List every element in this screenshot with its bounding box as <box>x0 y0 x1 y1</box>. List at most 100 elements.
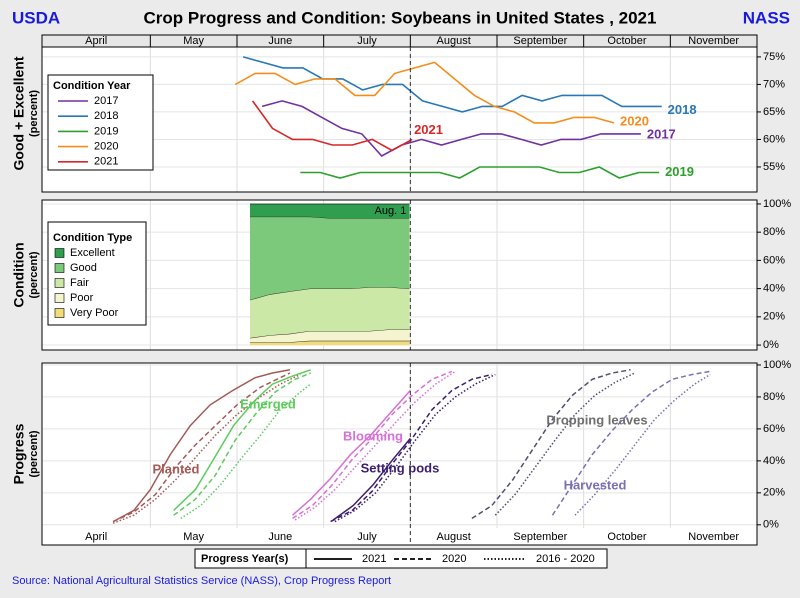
month-label: July <box>357 35 377 47</box>
month-label: September <box>513 531 567 543</box>
series-line <box>300 166 660 179</box>
agency-right: NASS <box>743 8 790 27</box>
stage-label: Blooming <box>343 428 403 443</box>
progress-line <box>494 372 636 516</box>
y-axis-subtitle: (percent) <box>28 430 40 477</box>
series-line <box>242 56 662 113</box>
series-end-label: 2019 <box>665 164 694 179</box>
y-axis-subtitle: (percent) <box>28 251 40 298</box>
stacked-area <box>250 204 410 219</box>
progress-line <box>334 373 496 523</box>
series-line <box>234 61 615 124</box>
month-label: August <box>437 531 471 543</box>
month-strip <box>41 34 758 48</box>
y-axis-title: Condition <box>11 242 27 307</box>
panel-frame <box>41 34 758 193</box>
month-label: August <box>437 35 471 47</box>
progress-line <box>330 373 492 523</box>
series-end-label: 2018 <box>668 102 697 117</box>
month-label: June <box>268 531 292 543</box>
month-label: October <box>607 531 646 543</box>
month-label: April <box>85 531 107 543</box>
y-tick-label: 0% <box>763 339 779 351</box>
y-tick-label: 80% <box>763 226 785 238</box>
legend-title: Condition Year <box>53 80 131 92</box>
progress-line <box>173 369 311 511</box>
y-tick-label: 80% <box>763 391 785 403</box>
month-label: May <box>183 531 204 543</box>
progress-line <box>173 372 311 516</box>
legend-title: Condition Type <box>53 232 132 244</box>
series-line <box>251 100 413 152</box>
month-label: October <box>607 35 646 47</box>
month-label: July <box>357 531 377 543</box>
panel: 0% 20% 40% 60% 80% 100% Condition (percent) Aug.… <box>11 198 792 351</box>
legend-label: 2020 <box>94 141 118 153</box>
stage-label: Setting pods <box>361 460 440 475</box>
progress-line <box>112 369 291 523</box>
legend-label: 2018 <box>94 110 118 122</box>
progress-line <box>294 370 456 521</box>
series-end-label: 2020 <box>620 113 649 128</box>
progress-line <box>180 383 312 520</box>
legend-title: Progress Year(s) <box>201 553 289 565</box>
series-end-label: 2021 <box>414 122 443 137</box>
page-title: Crop Progress and Condition: Soybeans in… <box>144 8 657 27</box>
month-label: September <box>513 35 567 47</box>
panel: 55% 60% 65% 70% 75% Good + Excellent (percent)… <box>11 34 785 193</box>
y-tick-label: 100% <box>763 198 791 210</box>
legend-label: Excellent <box>70 247 115 259</box>
legend-swatch <box>54 248 65 258</box>
y-tick-label: 60% <box>763 254 785 266</box>
y-tick-label: 20% <box>763 487 785 499</box>
progress-line <box>551 370 711 516</box>
y-tick-label: 70% <box>763 78 785 90</box>
progress-line <box>332 438 411 521</box>
legend-box <box>47 221 147 326</box>
month-label: November <box>688 35 739 47</box>
y-axis-title: Good + Excellent <box>11 56 27 170</box>
legend-label: Fair <box>70 277 89 289</box>
legend-label: 2017 <box>94 95 118 107</box>
y-tick-label: 75% <box>763 51 785 63</box>
y-tick-label: 40% <box>763 283 785 295</box>
y-axis-subtitle: (percent) <box>28 90 40 137</box>
progress-line <box>112 373 301 524</box>
series-end-label: 2017 <box>647 126 676 141</box>
legend-swatch <box>54 263 65 273</box>
y-tick-label: 60% <box>763 133 785 145</box>
source-note: Source: National Agricultural Statistics… <box>12 575 391 587</box>
stacked-area <box>250 329 410 343</box>
progress-line <box>574 373 711 516</box>
y-tick-label: 65% <box>763 106 785 118</box>
y-axis-title: Progress <box>11 423 27 484</box>
series-line <box>261 100 641 158</box>
month-label: November <box>688 531 739 543</box>
stacked-area <box>250 216 410 300</box>
annotation: Aug. 1 <box>375 205 407 217</box>
stage-label: Emerged <box>240 396 296 411</box>
panel-background <box>42 35 757 192</box>
y-tick-label: 20% <box>763 311 785 323</box>
y-tick-label: 0% <box>763 519 779 531</box>
y-tick-label: 55% <box>763 161 785 173</box>
stage-label: Harvested <box>564 477 627 492</box>
legend-swatch <box>54 308 65 318</box>
month-label: May <box>183 35 204 47</box>
progress-line <box>112 372 291 523</box>
legend-swatch <box>54 293 65 303</box>
legend-label: 2021 <box>94 156 118 168</box>
progress-line <box>471 369 631 520</box>
stage-label: Dropping leaves <box>546 412 647 427</box>
stage-label: Planted <box>153 461 200 476</box>
panel-frame <box>41 362 758 546</box>
y-tick-label: 100% <box>763 359 791 371</box>
legend-swatch <box>54 278 65 288</box>
panel-frame <box>41 199 758 351</box>
month-label: June <box>268 35 292 47</box>
legend-label: 2016 - 2020 <box>536 553 595 565</box>
legend-label: Good <box>70 262 97 274</box>
legend-label: 2020 <box>442 553 466 565</box>
y-tick-label: 60% <box>763 423 785 435</box>
